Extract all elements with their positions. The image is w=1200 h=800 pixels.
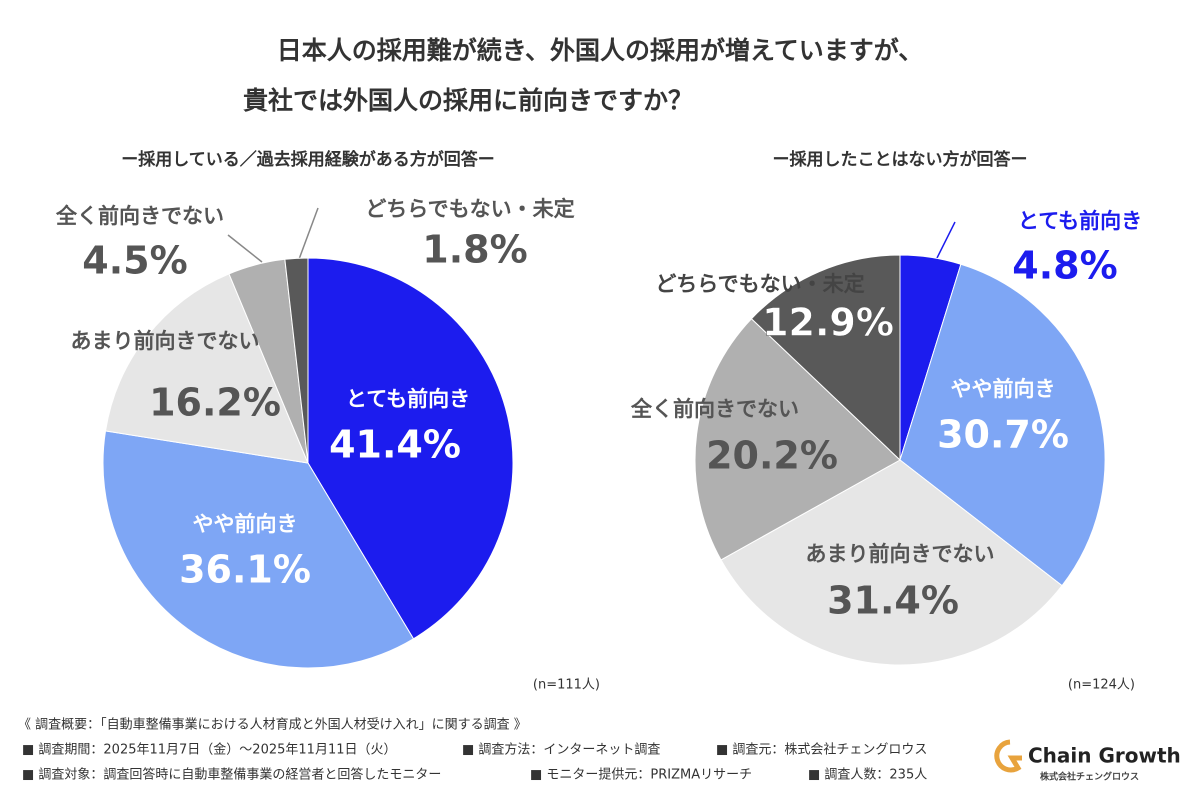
value-label: 4.8% bbox=[1012, 244, 1117, 288]
value-label: 12.9% bbox=[762, 301, 894, 345]
pie-slice bbox=[307, 257, 514, 640]
logo-company: 株式会社チェングロウス bbox=[1040, 771, 1139, 783]
value-label: 4.5% bbox=[82, 239, 187, 283]
footer-text: ■ 調査対象：調査回答時に自動車整備事業の経営者と回答したモニター bbox=[22, 767, 441, 783]
note: (n=124人) bbox=[1068, 678, 1135, 693]
slice-label: とても前向き bbox=[1018, 209, 1142, 233]
value-label: 31.4% bbox=[827, 579, 959, 623]
footer-text: ■ 調査方法：インターネット調査 bbox=[462, 742, 660, 758]
title: 日本人の採用難が続き、外国人の採用が増えていますが、 bbox=[277, 36, 924, 65]
slice-label: どちらでもない・未定 bbox=[655, 272, 864, 296]
logo-mark bbox=[994, 739, 1022, 773]
leader bbox=[297, 207, 319, 263]
pie-slice bbox=[104, 273, 309, 464]
value-label: 30.7% bbox=[937, 413, 1069, 457]
slice-label: とても前向き bbox=[346, 387, 470, 411]
logo-name: Chain Growth bbox=[1028, 744, 1181, 768]
footer-text: ■ 調査元：株式会社チェングロウス bbox=[716, 742, 927, 758]
footer-text: 《 調査概要：「自動車整備事業における人材育成と外国人材受け入れ」に関する調査 … bbox=[18, 717, 527, 733]
subtitle: ー採用している／過去採用経験がある方が回答ー bbox=[121, 149, 495, 170]
slice-label: 全く前向きでない bbox=[630, 397, 799, 421]
value-label: 16.2% bbox=[149, 381, 281, 425]
leader bbox=[934, 221, 956, 263]
leader bbox=[227, 234, 263, 263]
value-label: 41.4% bbox=[329, 423, 461, 467]
slice-label: あまり前向きでない bbox=[806, 542, 995, 566]
slice-label: 全く前向きでない bbox=[55, 204, 224, 228]
pie-slice bbox=[750, 254, 901, 462]
pie-slice bbox=[899, 263, 1106, 587]
slice-label: やや前向き bbox=[951, 377, 1056, 401]
value-label: 1.8% bbox=[422, 228, 527, 272]
footer-text: ■ 調査人数：235人 bbox=[808, 768, 927, 783]
title: 貴社では外国人の採用に前向きですか？ bbox=[243, 86, 693, 115]
pie-slice bbox=[284, 257, 309, 464]
value-label: 20.2% bbox=[706, 434, 838, 478]
pie-slice bbox=[694, 318, 901, 561]
footer-text: ■ 調査期間：2025年11月7日（金）～2025年11月11日（火） bbox=[22, 742, 396, 758]
slice-label: どちらでもない・未定 bbox=[365, 197, 574, 221]
slice-label: やや前向き bbox=[193, 512, 298, 536]
leaders bbox=[227, 207, 956, 263]
pie-slice bbox=[720, 459, 1063, 666]
subtitle: ー採用したことはない方が回答ー bbox=[773, 149, 1028, 170]
footer-text: ■ モニター提供元：PRIZMAリサーチ bbox=[530, 767, 752, 783]
pie-slice bbox=[102, 430, 415, 669]
slice-label: あまり前向きでない bbox=[71, 329, 260, 353]
value-label: 36.1% bbox=[179, 548, 311, 592]
note: (n=111人) bbox=[533, 678, 600, 693]
